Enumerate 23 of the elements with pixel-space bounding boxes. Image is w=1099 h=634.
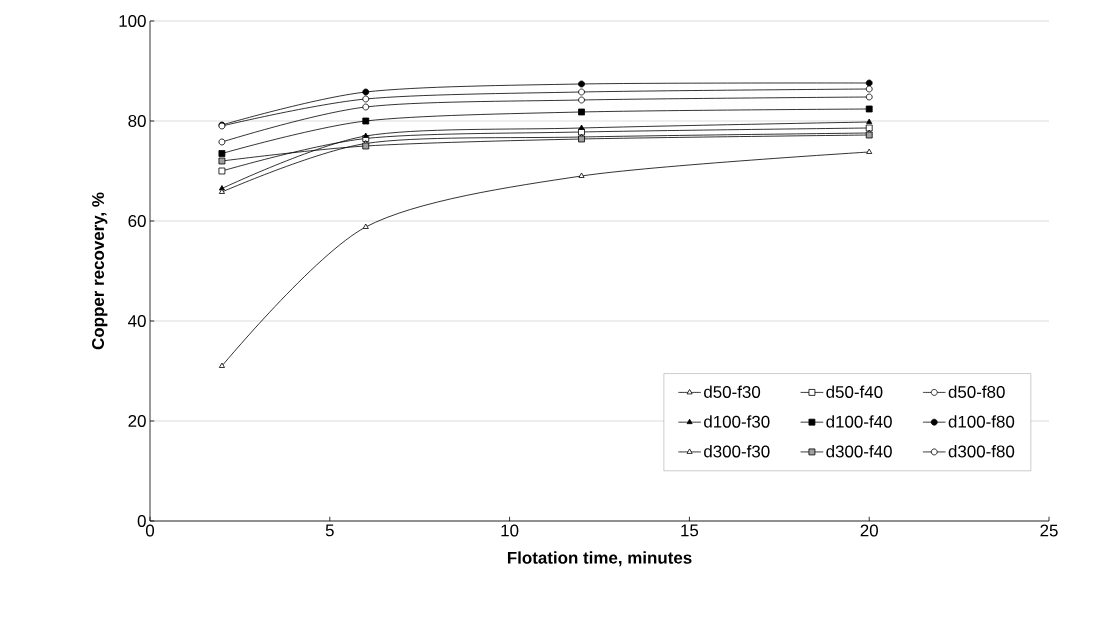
- legend-label: d300-f80: [948, 445, 1015, 458]
- x-tick-label: 10: [501, 524, 519, 537]
- x-tick-label: 20: [860, 524, 878, 537]
- y-tick-label: 0: [137, 515, 146, 527]
- y-tick-label: 80: [128, 115, 146, 127]
- x-tick-label: 15: [681, 524, 699, 537]
- legend-label: d50-f80: [948, 385, 1005, 398]
- y-tick-label: 40: [128, 315, 146, 327]
- x-tick-label: 0: [145, 524, 155, 537]
- x-axis-title: Flotation time, minutes: [507, 551, 692, 567]
- legend-label: d50-f30: [704, 385, 761, 398]
- legend-label: d100-f30: [704, 415, 770, 428]
- legend-label: d100-f80: [948, 415, 1015, 428]
- y-axis-title: Copper recovery, %: [92, 192, 108, 350]
- legend-label: d300-f30: [704, 445, 770, 458]
- y-tick-label: 20: [128, 415, 146, 427]
- x-tick-label: 5: [325, 524, 334, 537]
- legend-label: d300-f40: [826, 445, 892, 458]
- y-tick-label: 100: [119, 15, 146, 27]
- y-tick-label: 60: [128, 215, 146, 227]
- x-tick-label: 25: [1040, 524, 1058, 537]
- legend-label: d50-f40: [826, 385, 883, 398]
- legend-label: d100-f40: [826, 415, 892, 428]
